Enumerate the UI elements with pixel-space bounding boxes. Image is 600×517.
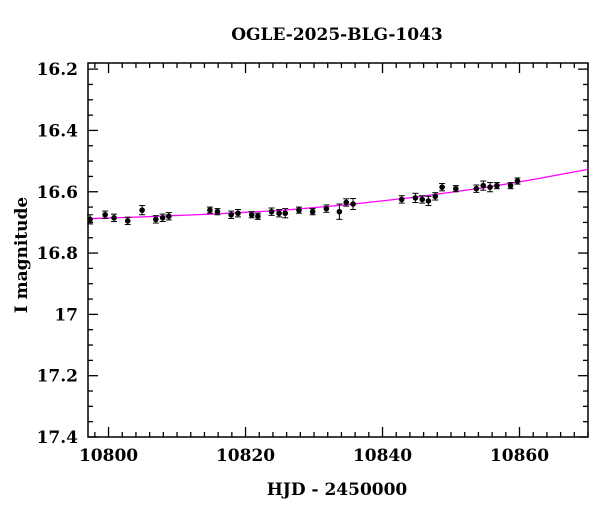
y-tick-label: 17.4: [37, 428, 79, 448]
data-point: [166, 213, 172, 220]
data-point: [235, 210, 241, 217]
y-tick-label: 17: [54, 305, 78, 325]
data-point: [432, 193, 439, 200]
data-point: [139, 207, 145, 213]
data-point: [228, 211, 234, 218]
data-point: [480, 182, 487, 189]
data-point: [398, 196, 405, 203]
data-point: [207, 207, 213, 213]
x-tick-label: 10820: [216, 446, 275, 466]
data-point: [473, 185, 480, 192]
data-point: [487, 184, 493, 190]
data-point: [248, 211, 255, 218]
data-point: [214, 208, 221, 215]
x-axis-label: HJD - 2450000: [267, 480, 408, 500]
data-point: [255, 213, 261, 220]
data-point: [124, 218, 131, 224]
data-point: [159, 215, 166, 221]
data-point: [282, 210, 289, 217]
data-point: [268, 208, 275, 215]
data-point: [153, 216, 159, 223]
data-point: [276, 210, 282, 217]
data-point: [507, 182, 514, 189]
plot-area: 10800 10820 10840 10860 16.2 16.4 16.6 16.8 17 17…: [37, 60, 589, 466]
data-point: [102, 211, 108, 218]
x-tick-label: 10840: [353, 446, 412, 466]
data-point: [425, 198, 432, 204]
data-point: [87, 216, 93, 223]
x-tick-label: 10860: [490, 446, 549, 466]
y-tick-label: 17.2: [37, 367, 78, 387]
chart-title: OGLE-2025-BLG-1043: [231, 25, 443, 45]
y-tick-label: 16.6: [37, 183, 78, 203]
y-tick-label: 16.2: [37, 60, 78, 80]
data-point: [296, 207, 302, 213]
data-point: [514, 178, 521, 184]
y-axis-label: I magnitude: [12, 197, 32, 314]
data-point: [453, 185, 459, 192]
data-point: [419, 196, 426, 203]
data-point: [350, 201, 356, 207]
data-point: [309, 208, 316, 215]
x-tick-label: 10800: [79, 446, 138, 466]
data-point: [412, 195, 419, 201]
data-point: [494, 182, 500, 189]
data-point: [323, 205, 330, 212]
data-point: [439, 184, 445, 190]
plot-frame: [87, 62, 589, 438]
data-point: [336, 208, 343, 215]
y-tick-label: 16.8: [37, 244, 78, 264]
y-tick-label: 16.4: [37, 121, 79, 141]
data-point: [343, 199, 350, 206]
data-point: [111, 215, 117, 221]
